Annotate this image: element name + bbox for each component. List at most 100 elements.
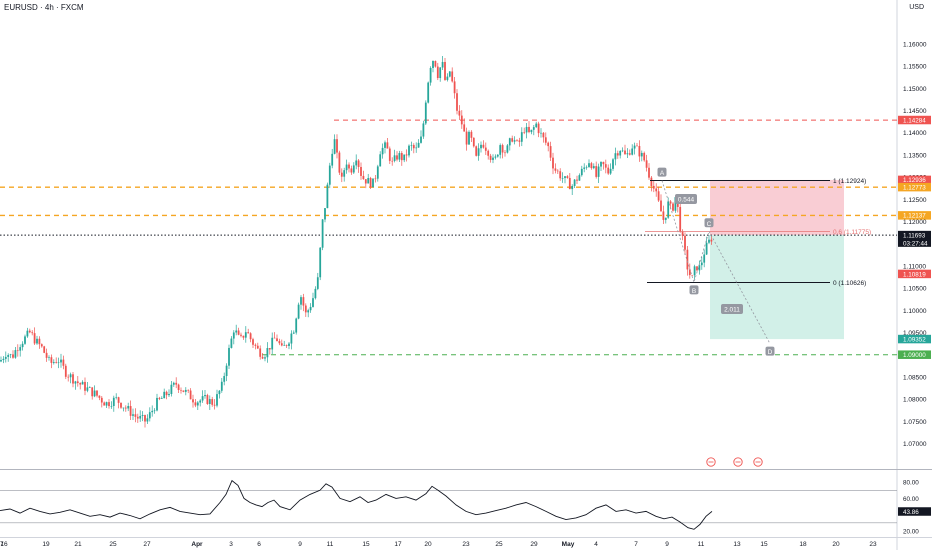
price-tick-label: 1.09500: [903, 330, 927, 337]
candle-body: [172, 382, 175, 385]
candle-body: [204, 395, 206, 397]
candle-body: [669, 201, 672, 204]
candle-body: [703, 254, 706, 263]
candle-body: [523, 132, 526, 133]
candle-body: [96, 390, 98, 396]
candle-body: [667, 201, 670, 218]
candle-body: [391, 160, 394, 162]
candle-body: [628, 153, 631, 155]
candle-body: [134, 414, 137, 417]
candle-body: [364, 179, 367, 184]
time-tick-label: 27: [143, 541, 151, 548]
candle-body: [537, 123, 540, 134]
candle-body: [470, 131, 473, 138]
time-axis[interactable]: 16 19 21 25 27 Apr 3 6 9 11 15 17 20 23 25 29 May 4 7 9 11 13…: [0, 541, 877, 548]
candle-body: [458, 110, 461, 116]
candle-body: [626, 153, 629, 155]
candle-body: [43, 346, 46, 353]
candle-body: [388, 148, 391, 161]
candle-body: [331, 153, 334, 166]
candle-body: [662, 211, 665, 220]
candle-body: [412, 145, 415, 149]
candle-body: [64, 365, 67, 377]
candle-body: [588, 163, 590, 167]
candle-body: [249, 333, 252, 340]
candle-body: [549, 146, 552, 158]
candle-body: [417, 142, 420, 148]
candle-body: [544, 137, 547, 143]
price-tick-label: 1.12000: [903, 219, 927, 226]
price-tick-label: 1.16000: [903, 41, 927, 48]
candle-body: [261, 356, 264, 359]
candle-body: [302, 297, 305, 306]
abcd-point-label: B: [692, 288, 696, 295]
candle-body: [309, 306, 312, 311]
candle-body: [624, 150, 626, 155]
candle-body: [333, 139, 336, 154]
rsi-tick-label: 60.00: [903, 496, 919, 503]
candle-body: [321, 219, 324, 248]
time-tick-label: 25: [495, 541, 503, 548]
candle-body: [451, 71, 454, 82]
event-icon: [753, 457, 763, 467]
candle-body: [381, 147, 384, 155]
candle-body: [516, 140, 518, 141]
candle-body: [494, 156, 497, 158]
candle-body: [513, 140, 516, 142]
candle-body: [115, 397, 118, 398]
candle-body: [422, 123, 425, 137]
candle-body: [230, 338, 233, 348]
candle-body: [278, 341, 281, 344]
candle-body: [242, 335, 245, 338]
price-tag-label: 1.09352: [903, 336, 926, 343]
time-tick-label: 25: [109, 541, 117, 548]
candle-body: [532, 127, 535, 130]
candle-body: [345, 164, 348, 171]
price-tag: [898, 175, 931, 185]
candle-body: [585, 166, 588, 168]
candle-body: [640, 152, 643, 157]
candle-body: [199, 400, 202, 403]
candle-body: [182, 390, 185, 392]
candle-body: [7, 355, 10, 357]
candle-body: [273, 337, 276, 339]
price-tag-label: 1.09000: [903, 352, 926, 359]
candle-body: [192, 399, 194, 403]
candle-body: [484, 147, 487, 151]
candle-body: [304, 305, 307, 313]
candle-body: [578, 175, 581, 181]
time-tick-label: 13: [733, 541, 741, 548]
candle-body: [511, 138, 514, 142]
candle-body: [232, 332, 235, 339]
candle-body: [136, 416, 139, 419]
candle-body: [218, 390, 221, 395]
candle-body: [441, 61, 444, 68]
candle-body: [139, 415, 142, 419]
candle-body: [48, 357, 50, 358]
candle-body: [228, 347, 230, 366]
candle-body: [189, 390, 192, 400]
time-tick-label: 29: [530, 541, 538, 548]
candle-body: [460, 115, 463, 125]
candle-body: [597, 166, 600, 177]
candles: [0, 56, 713, 428]
candle-body: [604, 164, 607, 168]
rsi-current-label: 43.86: [903, 509, 919, 516]
candle-body: [631, 148, 634, 155]
candle-body: [12, 354, 14, 358]
candle-body: [170, 384, 173, 395]
candle-body: [489, 155, 492, 160]
candle-body: [340, 172, 343, 177]
symbol-header: EURUSD · 4h · FXCM: [4, 3, 84, 12]
candle-body: [280, 343, 283, 346]
candle-body: [326, 184, 329, 209]
candle-body: [33, 333, 36, 344]
candle-body: [213, 404, 216, 406]
candle-body: [621, 150, 624, 152]
candle-body: [244, 332, 247, 338]
candle-body: [691, 275, 694, 276]
candle-body: [108, 402, 110, 407]
candle-body: [103, 402, 106, 406]
